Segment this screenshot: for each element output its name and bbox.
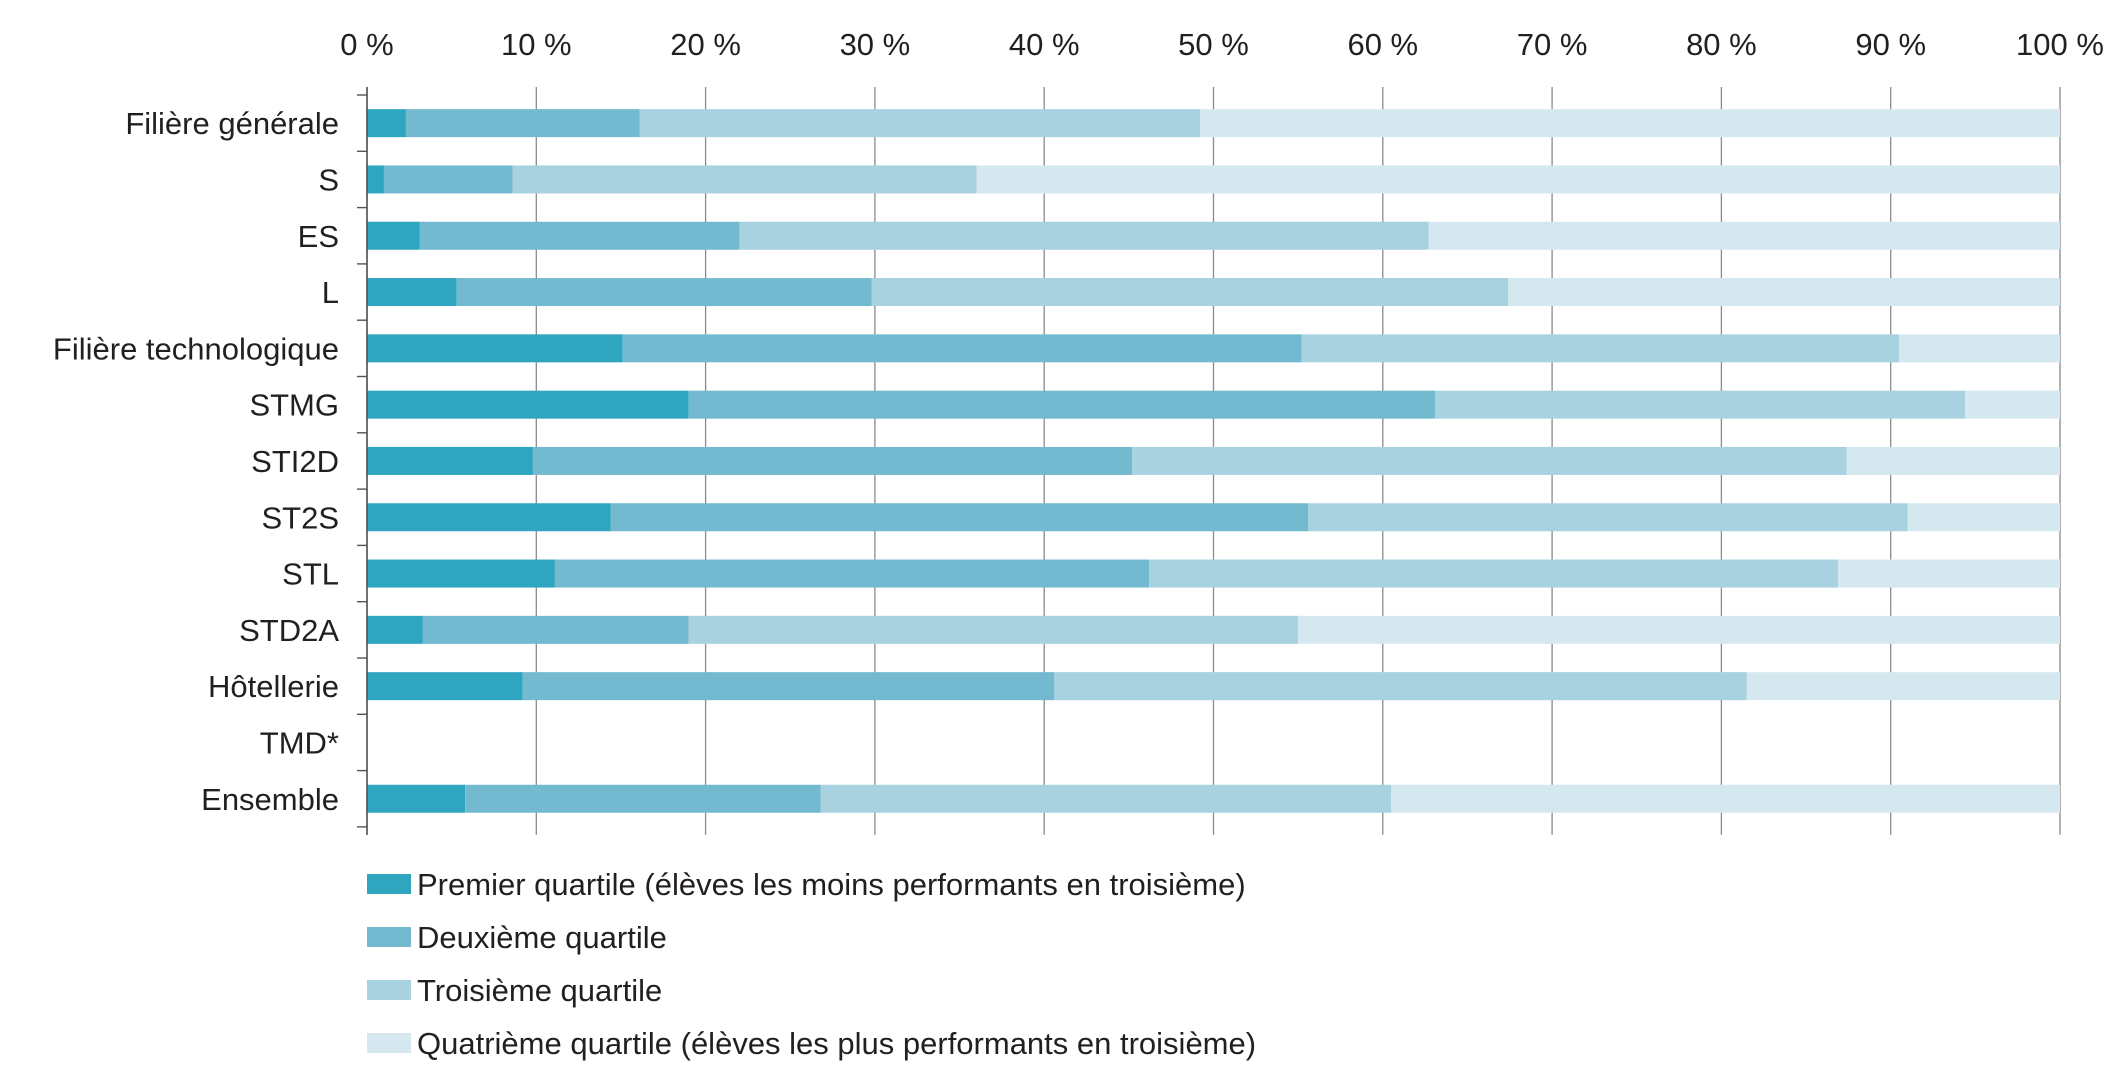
bar-segment-q4	[1907, 503, 2060, 532]
x-tick-label: 50 %	[1178, 27, 1249, 62]
bar-segment-q3	[512, 165, 977, 194]
x-tick-label: 40 %	[1009, 27, 1080, 62]
legend-label: Quatrième quartile (élèves les plus perf…	[417, 1026, 1256, 1061]
bar-segment-q4	[1846, 446, 2060, 475]
category-label: S	[318, 162, 339, 197]
x-tick-label: 100 %	[2016, 27, 2104, 62]
bar-segment-q4	[1899, 334, 2060, 363]
legend-label: Deuxième quartile	[417, 920, 667, 955]
bar-segment-q2	[522, 672, 1055, 701]
bar-segment-q4	[1199, 109, 2060, 138]
bar-segment-q4	[976, 165, 2060, 194]
legend-swatch	[367, 874, 411, 894]
x-tick-label: 70 %	[1517, 27, 1588, 62]
category-label: Hôtellerie	[208, 669, 339, 704]
bar-segment-q4	[1838, 559, 2060, 588]
bar-segment-q3	[1149, 559, 1839, 588]
bar-segment-q1	[367, 559, 555, 588]
x-tick-label: 90 %	[1855, 27, 1926, 62]
bar-segment-q1	[367, 278, 457, 307]
category-label: Ensemble	[201, 782, 339, 817]
bar-segment-q2	[610, 503, 1309, 532]
bar-segment-q1	[367, 615, 423, 644]
legend-swatch	[367, 927, 411, 947]
bar-segment-q3	[871, 278, 1509, 307]
bar-segment-q3	[1308, 503, 1908, 532]
legend-label: Premier quartile (élèves les moins perfo…	[417, 867, 1246, 902]
bar-segment-q1	[367, 334, 623, 363]
bar-segment-q3	[1132, 446, 1847, 475]
bar-segment-q3	[1054, 672, 1747, 701]
category-label: Filière générale	[125, 106, 339, 141]
x-tick-label: 10 %	[501, 27, 572, 62]
x-tick-label: 60 %	[1347, 27, 1418, 62]
bar-segment-q4	[1391, 784, 2060, 813]
bar-segment-q2	[465, 784, 821, 813]
bar-segment-q4	[1508, 278, 2060, 307]
legend-swatch	[367, 980, 411, 1000]
x-tick-labels: 0 % 10 % 20 % 30 % 40 % 50 % 60 % 70 % 80 % 90 % 1…	[340, 27, 2104, 62]
bar-segment-q4	[1746, 672, 2060, 701]
bar-segment-q2	[532, 446, 1133, 475]
x-tick-label: 30 %	[840, 27, 911, 62]
bar-segment-q4	[1965, 390, 2060, 419]
bar-segment-q3	[1301, 334, 1900, 363]
category-label: STMG	[249, 388, 339, 423]
axes	[357, 87, 368, 835]
category-label: ES	[298, 219, 339, 254]
bar-segment-q2	[456, 278, 872, 307]
legend: Premier quartile (élèves les moins perfo…	[367, 867, 1256, 1061]
legend-swatch	[367, 1033, 411, 1053]
bars	[367, 109, 2060, 813]
bar-segment-q3	[688, 615, 1299, 644]
x-tick-label: 20 %	[670, 27, 741, 62]
category-label: STI2D	[251, 444, 339, 479]
category-label: STL	[282, 557, 339, 592]
bar-segment-q4	[1298, 615, 2060, 644]
bar-segment-q3	[1435, 390, 1966, 419]
bar-segment-q2	[405, 109, 640, 138]
bar-segment-q1	[367, 390, 689, 419]
x-tick-label: 0 %	[340, 27, 393, 62]
category-label: STD2A	[239, 613, 339, 648]
x-tick-label: 80 %	[1686, 27, 1757, 62]
bar-segment-q3	[820, 784, 1392, 813]
bar-segment-q1	[367, 221, 420, 250]
category-labels: Filière générale S ES L Filière technologiqu…	[53, 106, 339, 817]
bar-segment-q2	[422, 615, 689, 644]
bar-segment-q2	[688, 390, 1436, 419]
bar-segment-q3	[639, 109, 1200, 138]
bar-segment-q2	[383, 165, 513, 194]
bar-segment-q2	[622, 334, 1302, 363]
bar-segment-q3	[739, 221, 1429, 250]
category-label: TMD*	[260, 725, 339, 760]
bar-segment-q1	[367, 109, 406, 138]
bar-segment-q4	[1428, 221, 2060, 250]
bar-segment-q1	[367, 784, 466, 813]
category-label: Filière technologique	[53, 331, 339, 366]
category-label: ST2S	[261, 500, 339, 535]
legend-label: Troisième quartile	[417, 973, 662, 1008]
bar-segment-q1	[367, 165, 384, 194]
category-label: L	[322, 275, 339, 310]
bar-segment-q1	[367, 672, 523, 701]
bar-segment-q2	[554, 559, 1150, 588]
bar-segment-q1	[367, 446, 533, 475]
bar-segment-q2	[419, 221, 740, 250]
bar-segment-q1	[367, 503, 611, 532]
